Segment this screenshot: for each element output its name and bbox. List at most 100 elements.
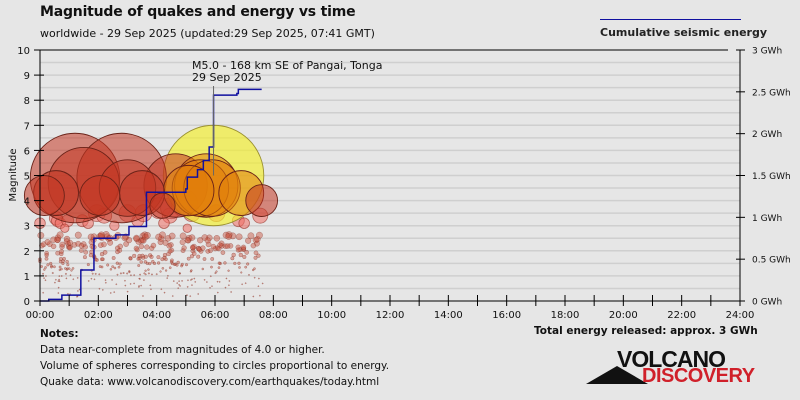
small-quake-dot	[37, 232, 45, 239]
small-quake-dot	[109, 292, 112, 294]
small-quake-dot	[133, 245, 139, 251]
x-tick-label: 08:00	[259, 310, 288, 321]
y-tick-label: 0	[24, 297, 30, 308]
small-quake-dot	[49, 261, 53, 266]
small-quake-dot	[162, 239, 169, 246]
small-quake-dot	[257, 285, 260, 288]
large-quake-circle	[149, 192, 176, 219]
small-quake-dot	[45, 275, 47, 277]
note-line[interactable]: Quake data: www.volcanodiscovery.com/ear…	[40, 376, 380, 388]
small-quake-dot	[240, 244, 247, 250]
small-quake-dot	[227, 243, 234, 249]
y2-tick-label: 0 GWh	[752, 298, 782, 308]
small-quake-dot	[93, 278, 96, 281]
small-quake-dot	[113, 291, 116, 294]
small-quake-dot	[254, 236, 261, 243]
x-tick-label: 16:00	[492, 310, 521, 321]
x-tick-label: 24:00	[726, 310, 755, 321]
small-quake-dot	[259, 294, 261, 297]
y-axis-label: Magnitude	[8, 149, 19, 202]
small-quake-dot	[148, 261, 152, 266]
small-quake-dot	[104, 279, 107, 281]
small-quake-dot	[50, 265, 53, 269]
small-quake-dot	[206, 281, 208, 283]
medium-quake-circle	[182, 223, 192, 233]
notes-heading: Notes:	[40, 328, 79, 340]
small-quake-dot	[67, 293, 69, 295]
small-quake-dot	[261, 282, 264, 285]
small-quake-dot	[88, 252, 94, 258]
small-quake-dot	[58, 265, 62, 269]
small-quake-dot	[172, 280, 175, 282]
y2-tick-label: 1 GWh	[752, 214, 782, 224]
volcanodiscovery-logo[interactable]: VOLCANO DISCOVERY	[586, 346, 758, 388]
small-quake-dot	[54, 278, 57, 281]
small-quake-dot	[150, 288, 152, 291]
small-quake-dot	[107, 239, 114, 246]
small-quake-dot	[78, 247, 84, 253]
small-quake-dot	[58, 256, 63, 261]
small-quake-dot	[156, 255, 161, 260]
small-quake-dot	[101, 289, 104, 291]
large-quake-circle	[23, 175, 65, 217]
small-quake-dot	[66, 263, 70, 267]
large-quake-circle	[79, 175, 121, 217]
small-quake-dot	[128, 256, 133, 261]
small-quake-dot	[201, 267, 205, 271]
small-quake-dot	[230, 291, 232, 293]
small-quake-dot	[97, 231, 105, 239]
small-quake-dot	[168, 242, 174, 248]
medium-quake-circle	[158, 217, 170, 229]
x-tick-label: 00:00	[26, 310, 55, 321]
small-quake-dot	[124, 284, 127, 287]
small-quake-dot	[240, 271, 243, 274]
small-quake-dot	[196, 254, 201, 259]
small-quake-dot	[187, 279, 189, 282]
small-quake-dot	[44, 256, 49, 261]
small-quake-dot	[44, 253, 49, 258]
y-tick-label: 2	[24, 247, 30, 258]
y2-tick-label: 2.5 GWh	[752, 88, 791, 98]
small-quake-dot	[180, 262, 184, 266]
small-quake-dot	[225, 277, 228, 280]
small-quake-dot	[46, 263, 50, 267]
small-quake-dot	[235, 233, 243, 241]
small-quake-dot	[118, 262, 122, 266]
small-quake-dot	[113, 266, 117, 270]
small-quake-dot	[133, 234, 140, 242]
small-quake-dot	[94, 272, 97, 275]
small-quake-dot	[225, 233, 233, 240]
small-quake-dot	[100, 265, 104, 269]
small-quake-dot	[99, 257, 104, 262]
small-quake-dot	[155, 273, 158, 276]
small-quake-dot	[168, 232, 176, 240]
small-quake-dot	[116, 273, 119, 276]
note-line: Volume of spheres corresponding to circl…	[40, 360, 390, 372]
small-quake-dot	[137, 253, 142, 259]
small-quake-dot	[164, 269, 168, 272]
small-quake-dot	[223, 261, 227, 265]
y-tick-label: 7	[24, 121, 30, 132]
small-quake-dot	[159, 270, 162, 273]
small-quake-dot	[189, 244, 196, 250]
small-quake-dot	[246, 262, 250, 266]
small-quake-dot	[67, 267, 71, 270]
small-quake-dot	[66, 245, 73, 251]
small-quake-dot	[60, 275, 63, 277]
small-quake-dot	[181, 280, 183, 282]
small-quake-dot	[224, 286, 227, 289]
small-quake-dot	[167, 274, 169, 277]
small-quake-dot	[139, 273, 142, 276]
small-quake-dot	[158, 231, 166, 239]
small-quake-dot	[178, 272, 181, 275]
x-tick-label: 14:00	[434, 310, 463, 321]
small-quake-dot	[78, 242, 85, 249]
small-quake-dot	[138, 243, 145, 250]
small-quake-dot	[216, 246, 222, 252]
small-quake-dot	[139, 260, 143, 264]
small-quake-dot	[179, 285, 181, 287]
small-quake-dot	[164, 235, 172, 242]
small-quake-dot	[130, 274, 132, 277]
small-quake-dot	[40, 265, 44, 269]
small-quake-dot	[82, 255, 87, 260]
